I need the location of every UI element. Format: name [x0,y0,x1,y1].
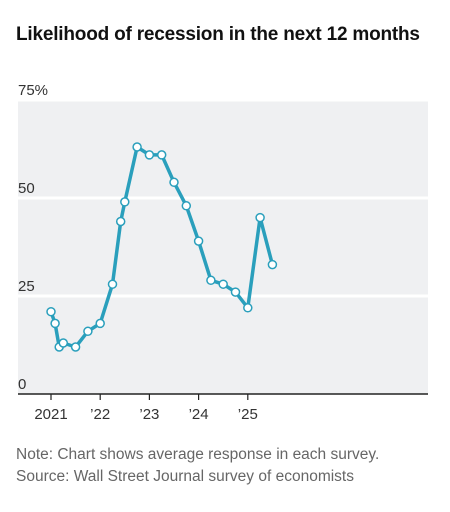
data-point [243,303,253,313]
data-point [70,342,81,352]
plot-area [18,100,428,394]
data-point [267,259,278,270]
y-tick-label: 75% [18,82,48,99]
data-point [58,338,69,348]
x-tick-label: ’23 [139,406,159,423]
chart-source: Source: Wall Street Journal survey of ec… [16,468,354,485]
data-point [132,142,142,152]
x-axis-ticks: 2021 ’22 ’23 ’24 ’25 [34,394,258,423]
data-point [144,150,155,160]
x-tick-label: ’22 [90,406,110,423]
data-point [115,216,126,227]
data-point [181,201,192,211]
chart-title: Likelihood of recession in the next 12 m… [16,24,420,45]
x-tick-label: ’25 [238,406,258,423]
data-point [230,287,241,297]
y-tick-label: 0 [18,376,26,393]
data-point [218,279,228,289]
data-point [120,197,130,207]
x-tick-label: ’24 [189,406,209,423]
data-point [156,150,167,160]
data-point [255,212,265,223]
chart-footnotes: Note: Chart shows average response in ea… [16,444,379,488]
data-points [46,142,278,352]
data-point [95,318,105,329]
series-line [49,145,275,349]
x-tick-label: 2021 [34,406,67,423]
y-axis-tick-labels: 0 25 50 75% [18,82,48,393]
data-point [193,236,204,246]
data-point [169,177,179,188]
data-point [107,279,118,289]
y-tick-label: 25 [18,278,35,295]
data-point [46,306,56,317]
data-point [50,318,60,329]
y-tick-label: 50 [18,180,35,197]
data-point [83,326,93,337]
gridlines [18,98,428,298]
chart-note: Note: Chart shows average response in ea… [16,446,380,463]
data-point [206,275,216,286]
